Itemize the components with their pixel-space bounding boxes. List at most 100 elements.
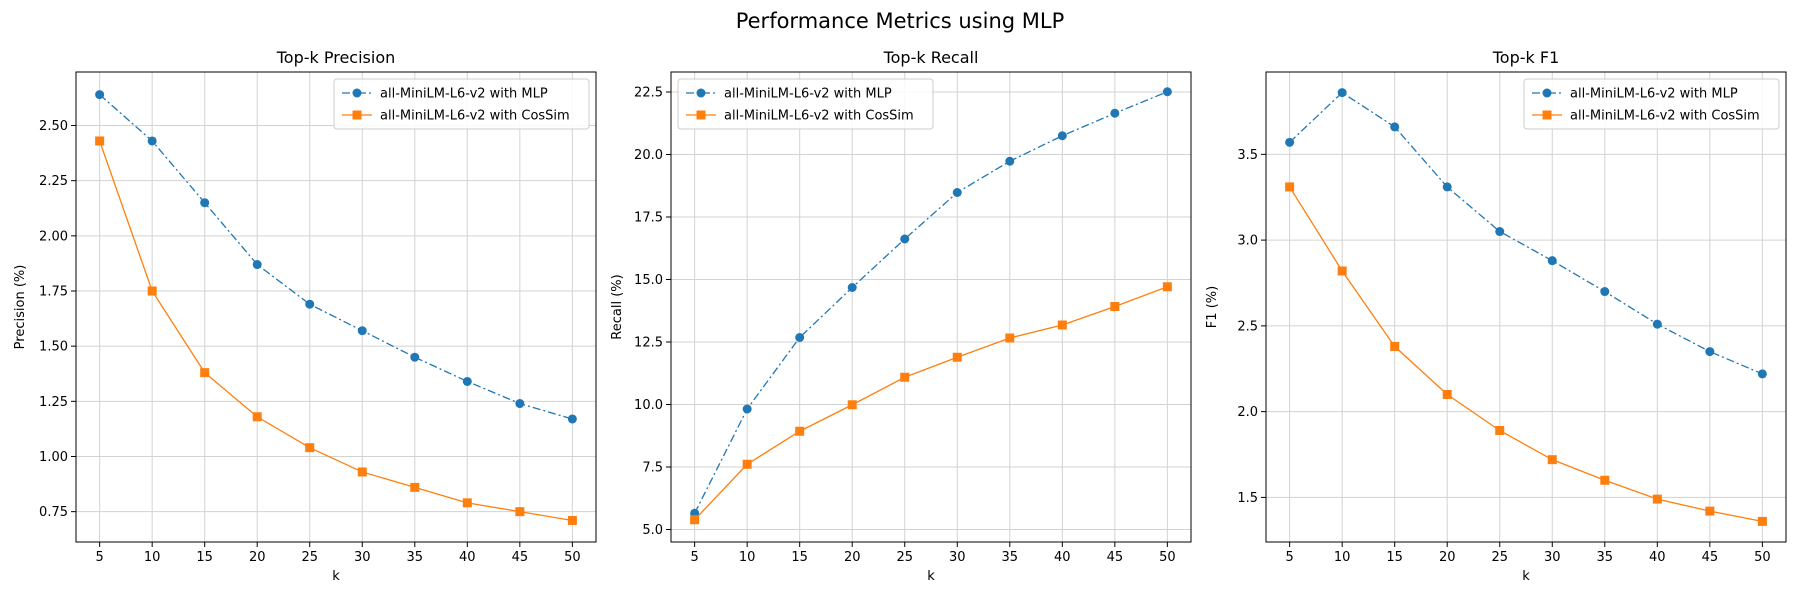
x-tick-label: 10 bbox=[1334, 550, 1351, 565]
series-line bbox=[99, 94, 573, 420]
y-tick-label: 2.00 bbox=[39, 229, 68, 244]
chart-panel: 5 10 15 20 25 30 35 40 45 50 0.75 1.00 1.25 1.50 1.75 2… bbox=[13, 48, 597, 584]
legend: all-MiniLM-L6-v2 with MLP all-MiniLM-L6-v… bbox=[677, 78, 934, 130]
data-point bbox=[1390, 122, 1400, 132]
data-point bbox=[95, 90, 105, 100]
data-point bbox=[1495, 227, 1505, 237]
y-tick-label: 3.5 bbox=[1237, 148, 1258, 163]
x-tick-label: 10 bbox=[739, 550, 756, 565]
y-tick-label: 2.50 bbox=[39, 119, 68, 134]
legend: all-MiniLM-L6-v2 with MLP all-MiniLM-L6-v… bbox=[1523, 78, 1780, 130]
data-point bbox=[952, 352, 962, 362]
data-point bbox=[847, 283, 857, 292]
x-tick-label: 5 bbox=[95, 550, 103, 565]
x-tick-label: 5 bbox=[690, 550, 698, 565]
legend-label: all-MiniLM-L6-v2 with CosSim bbox=[1570, 109, 1760, 124]
data-point bbox=[515, 399, 525, 409]
data-point bbox=[1005, 156, 1015, 166]
data-point bbox=[847, 400, 857, 410]
legend-label: all-MiniLM-L6-v2 with MLP bbox=[1570, 87, 1738, 102]
y-tick-label: 10.0 bbox=[634, 398, 663, 413]
legend-marker bbox=[696, 110, 706, 120]
legend-marker bbox=[696, 88, 706, 98]
y-axis-label: Recall (%) bbox=[610, 274, 625, 339]
data-point bbox=[515, 507, 525, 517]
data-point bbox=[1495, 426, 1505, 436]
chart-panel: 5 10 15 20 25 30 35 40 45 50 1.5 2.0 2.5 3.0 3.5 Top-k … bbox=[1205, 48, 1787, 584]
x-tick-label: 30 bbox=[354, 550, 371, 565]
y-axis-label: F1 (%) bbox=[1205, 286, 1220, 328]
data-point bbox=[1547, 455, 1557, 465]
data-point bbox=[1057, 131, 1067, 141]
data-point bbox=[900, 234, 910, 244]
data-point bbox=[567, 515, 577, 525]
legend-box bbox=[677, 78, 934, 130]
y-tick-label: 1.25 bbox=[39, 395, 68, 410]
data-point bbox=[900, 372, 910, 382]
x-tick-label: 50 bbox=[1159, 550, 1176, 565]
y-tick-label: 17.5 bbox=[634, 211, 663, 226]
legend-label: all-MiniLM-L6-v2 with MLP bbox=[724, 87, 892, 102]
y-axis-label: Precision (%) bbox=[13, 265, 28, 350]
data-point bbox=[742, 459, 752, 469]
y-tick-label: 5.0 bbox=[642, 523, 663, 538]
data-point bbox=[462, 498, 472, 508]
data-point bbox=[305, 443, 315, 453]
data-point bbox=[1162, 282, 1172, 292]
data-point bbox=[410, 482, 420, 492]
axes-frame bbox=[670, 71, 1192, 543]
x-tick-label: 40 bbox=[1649, 550, 1666, 565]
data-point bbox=[462, 376, 472, 386]
data-point bbox=[1390, 341, 1400, 351]
series-line bbox=[1289, 186, 1763, 523]
chart-panel: 5 10 15 20 25 30 35 40 45 50 5.0 7.5 10.0 12.5 15.0 17.… bbox=[610, 48, 1192, 584]
x-tick-label: 50 bbox=[564, 550, 581, 565]
x-tick-label: 25 bbox=[1491, 550, 1508, 565]
data-point bbox=[1337, 88, 1347, 98]
x-tick-label: 50 bbox=[1754, 550, 1771, 565]
data-point bbox=[1057, 320, 1067, 330]
data-point bbox=[357, 326, 367, 336]
legend-label: all-MiniLM-L6-v2 with CosSim bbox=[724, 109, 914, 124]
data-point bbox=[1285, 137, 1295, 147]
series-line bbox=[99, 140, 573, 522]
data-point bbox=[305, 299, 315, 309]
y-tick-label: 1.5 bbox=[1237, 491, 1258, 506]
y-tick-label: 0.75 bbox=[39, 505, 68, 520]
x-tick-label: 30 bbox=[949, 550, 966, 565]
x-tick-label: 35 bbox=[1002, 550, 1019, 565]
data-point bbox=[95, 136, 105, 146]
axes-frame bbox=[1265, 71, 1787, 543]
series-line bbox=[694, 286, 1168, 521]
legend-label: all-MiniLM-L6-v2 with CosSim bbox=[380, 109, 570, 124]
x-tick-label: 20 bbox=[249, 550, 266, 565]
legend-marker bbox=[1542, 110, 1552, 120]
x-tick-label: 15 bbox=[791, 550, 808, 565]
legend: all-MiniLM-L6-v2 with MLP all-MiniLM-L6-v… bbox=[333, 78, 590, 130]
data-point bbox=[1652, 494, 1662, 504]
x-tick-label: 40 bbox=[459, 550, 476, 565]
legend-marker bbox=[1542, 88, 1552, 98]
x-tick-label: 30 bbox=[1544, 550, 1561, 565]
x-tick-label: 45 bbox=[512, 550, 529, 565]
x-tick-label: 25 bbox=[301, 550, 318, 565]
data-point bbox=[1110, 302, 1120, 311]
data-point bbox=[1162, 87, 1172, 97]
data-point bbox=[147, 286, 157, 296]
x-tick-label: 10 bbox=[144, 550, 161, 565]
y-tick-label: 2.25 bbox=[39, 174, 68, 189]
legend-box bbox=[1523, 78, 1780, 130]
data-point bbox=[1705, 347, 1715, 357]
data-point bbox=[147, 136, 157, 146]
data-point bbox=[742, 404, 752, 414]
series-line bbox=[694, 91, 1168, 514]
x-tick-label: 35 bbox=[1597, 550, 1614, 565]
axes-frame bbox=[75, 71, 597, 543]
data-point bbox=[952, 188, 962, 197]
data-point bbox=[252, 260, 262, 270]
x-tick-label: 15 bbox=[196, 550, 213, 565]
x-axis-label: k bbox=[332, 569, 340, 584]
y-tick-label: 1.00 bbox=[39, 450, 68, 465]
data-point bbox=[200, 198, 210, 208]
y-tick-label: 15.0 bbox=[634, 273, 663, 288]
